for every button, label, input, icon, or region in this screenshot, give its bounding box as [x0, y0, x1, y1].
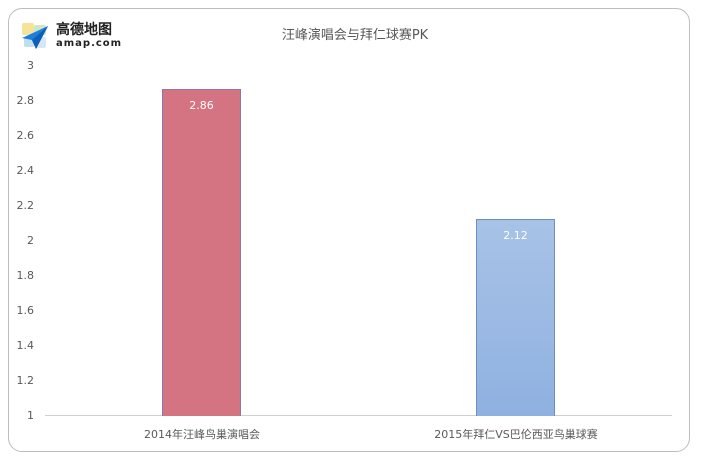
bar-2014-wangfeng-concert: 2.86 [162, 89, 241, 416]
y-tick: 1.8 [16, 269, 35, 282]
bar-value-label: 2.12 [503, 229, 528, 242]
y-tick: 2.4 [16, 164, 35, 177]
logo-text-en: amap.com [56, 38, 123, 49]
x-axis-line [45, 415, 672, 416]
x-category-label: 2014年汪峰鸟巢演唱会 [144, 428, 260, 441]
y-tick: 2.2 [16, 199, 35, 212]
y-tick: 1.2 [16, 374, 35, 387]
y-tick: 2.8 [16, 94, 35, 107]
logo-text-cn: 高德地图 [56, 22, 112, 38]
bar-value-label: 2.86 [189, 99, 214, 112]
amap-logo: 高德地图 amap.com [20, 20, 123, 54]
y-tick: 2 [27, 234, 34, 247]
y-tick: 2.6 [16, 129, 35, 142]
bar-2015-bayern-valencia-match: 2.12 [476, 219, 555, 416]
chart-title: 汪峰演唱会与拜仁球赛PK [281, 28, 429, 43]
x-category-label: 2015年拜仁VS巴伦西亚鸟巢球赛 [434, 428, 598, 441]
y-tick: 1.4 [16, 339, 35, 352]
y-tick: 1 [27, 409, 34, 422]
chart-frame [8, 8, 690, 452]
paper-plane-map-icon [22, 23, 48, 49]
y-tick: 3 [27, 59, 34, 72]
y-tick: 1.6 [16, 304, 35, 317]
